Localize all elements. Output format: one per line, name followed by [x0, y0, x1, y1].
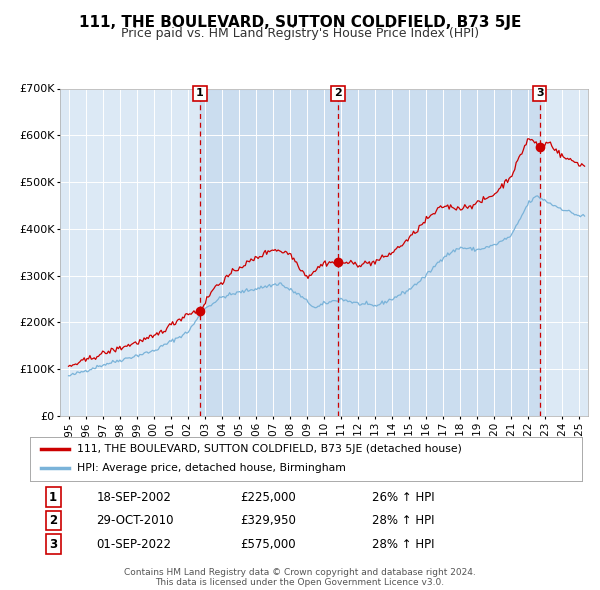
Text: Contains HM Land Registry data © Crown copyright and database right 2024.: Contains HM Land Registry data © Crown c…: [124, 568, 476, 577]
Text: 3: 3: [536, 88, 544, 99]
Text: 2: 2: [334, 88, 342, 99]
Text: Price paid vs. HM Land Registry's House Price Index (HPI): Price paid vs. HM Land Registry's House …: [121, 27, 479, 40]
Text: This data is licensed under the Open Government Licence v3.0.: This data is licensed under the Open Gov…: [155, 578, 445, 587]
Bar: [338, 88, 540, 416]
Text: £329,950: £329,950: [240, 514, 296, 527]
Text: 28% ↑ HPI: 28% ↑ HPI: [372, 514, 435, 527]
Text: 2: 2: [49, 514, 57, 527]
Text: 18-SEP-2002: 18-SEP-2002: [96, 490, 171, 504]
Text: £575,000: £575,000: [240, 537, 295, 551]
Text: £225,000: £225,000: [240, 490, 296, 504]
Text: 29-OCT-2010: 29-OCT-2010: [96, 514, 174, 527]
Text: 3: 3: [49, 537, 57, 551]
Text: 1: 1: [49, 490, 57, 504]
Text: 01-SEP-2022: 01-SEP-2022: [96, 537, 171, 551]
Text: HPI: Average price, detached house, Birmingham: HPI: Average price, detached house, Birm…: [77, 464, 346, 473]
Text: 111, THE BOULEVARD, SUTTON COLDFIELD, B73 5JE: 111, THE BOULEVARD, SUTTON COLDFIELD, B7…: [79, 15, 521, 30]
Text: 1: 1: [196, 88, 204, 99]
Bar: [200, 88, 338, 416]
Text: 28% ↑ HPI: 28% ↑ HPI: [372, 537, 435, 551]
Text: 26% ↑ HPI: 26% ↑ HPI: [372, 490, 435, 504]
Text: 111, THE BOULEVARD, SUTTON COLDFIELD, B73 5JE (detached house): 111, THE BOULEVARD, SUTTON COLDFIELD, B7…: [77, 444, 462, 454]
